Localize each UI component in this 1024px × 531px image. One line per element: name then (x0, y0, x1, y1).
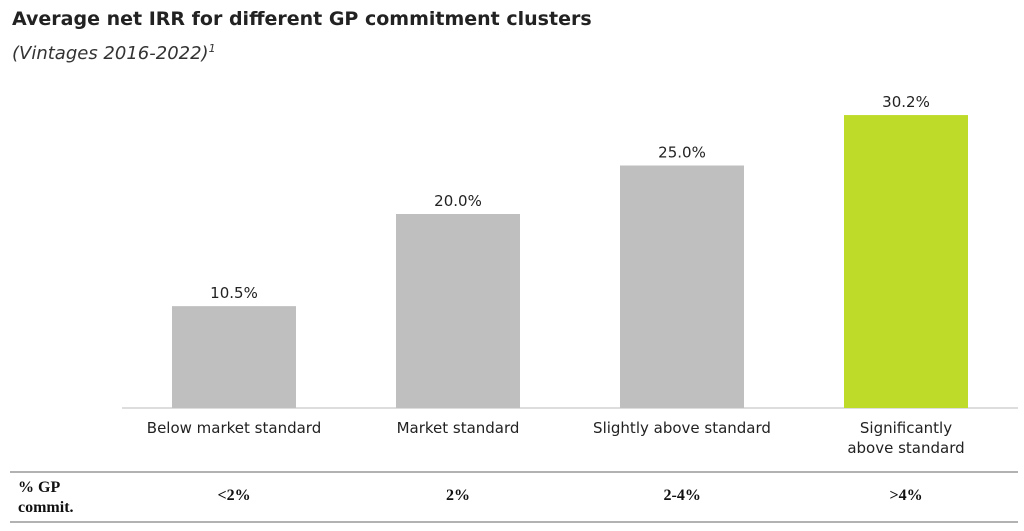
x-tick-label: Slightly above standard (593, 419, 771, 437)
x-tick-label: Significantly above standard (847, 419, 965, 457)
value-label: 10.5% (210, 284, 258, 302)
value-label: 25.0% (658, 144, 706, 162)
footnote-mark: 1 (208, 42, 216, 55)
bar (396, 214, 520, 408)
table-cell: 2% (446, 487, 470, 504)
x-tick-label: Market standard (396, 419, 520, 437)
table-cell: >4% (889, 487, 923, 504)
x-tick-label: Below market standard (146, 419, 322, 437)
table-header: % GP commit. (18, 479, 74, 516)
bar (172, 306, 296, 408)
chart-subtitle: (Vintages 2016-2022)1 (12, 42, 216, 64)
table-cell: <2% (217, 487, 251, 504)
value-label: 20.0% (434, 192, 482, 210)
value-label: 30.2% (882, 93, 930, 111)
bar (844, 115, 968, 408)
subtitle-text: (Vintages 2016-2022) (12, 43, 209, 64)
chart-title: Average net IRR for different GP commitm… (12, 8, 592, 30)
bar (620, 165, 744, 408)
table-cell: 2-4% (663, 487, 701, 504)
